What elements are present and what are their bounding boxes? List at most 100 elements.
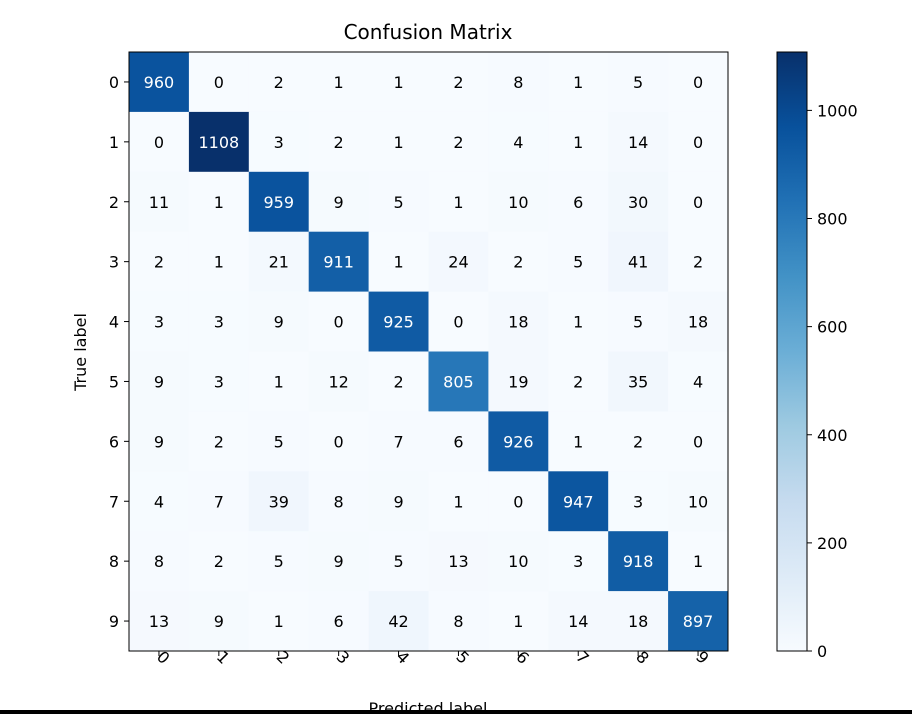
cell-value-label: 9 <box>334 552 344 571</box>
cell-value-label: 5 <box>633 73 643 92</box>
heatmap-cell <box>188 531 250 592</box>
cell-value-label: 19 <box>508 372 528 391</box>
cell-value-label: 13 <box>149 612 169 631</box>
cell-value-label: 35 <box>628 372 648 391</box>
cell-value-label: 805 <box>443 372 474 391</box>
heatmap-cell <box>248 591 310 652</box>
heatmap-cell <box>248 411 310 472</box>
cell-value-label: 21 <box>269 253 289 272</box>
heatmap-cell <box>368 171 429 233</box>
heatmap-cell <box>188 171 250 233</box>
heatmap-cell <box>428 531 489 592</box>
heatmap-cell <box>428 171 489 233</box>
cell-value-label: 3 <box>633 492 643 511</box>
y-axis-label: True label <box>71 313 90 392</box>
cell-value-label: 3 <box>214 372 224 391</box>
cell-value-label: 5 <box>393 193 403 212</box>
cell-value-label: 3 <box>214 313 224 332</box>
cell-value-label: 2 <box>513 253 523 272</box>
heatmap-cell <box>608 471 669 532</box>
cell-value-label: 6 <box>453 432 463 451</box>
heatmap-cell <box>488 351 549 412</box>
heatmap-cell <box>428 231 489 293</box>
bottom-divider <box>0 710 912 714</box>
cell-value-label: 0 <box>214 73 224 92</box>
cell-value-label: 14 <box>628 133 648 152</box>
heatmap-cell <box>488 591 549 652</box>
cell-value-label: 10 <box>688 492 708 511</box>
cell-value-label: 1108 <box>198 133 239 152</box>
cell-value-label: 3 <box>154 313 164 332</box>
heatmap-cell <box>608 531 669 592</box>
cell-value-label: 1 <box>393 73 403 92</box>
heatmap-cell <box>188 111 250 173</box>
cell-value-label: 0 <box>334 313 344 332</box>
cell-value-label: 7 <box>214 492 224 511</box>
heatmap-cell <box>308 171 370 233</box>
cell-value-label: 1 <box>453 193 463 212</box>
heatmap-cell <box>488 231 549 293</box>
heatmap-cell <box>248 111 310 173</box>
cell-value-label: 2 <box>693 253 703 272</box>
cell-value-label: 4 <box>513 133 523 152</box>
heatmap-cell <box>129 411 190 472</box>
heatmap-cell <box>368 231 429 293</box>
cell-value-label: 2 <box>274 73 284 92</box>
cell-value-label: 9 <box>214 612 224 631</box>
cell-value-label: 2 <box>334 133 344 152</box>
colorbar-tick-label: 0 <box>817 642 827 661</box>
heatmap-cell <box>368 411 429 472</box>
cell-value-label: 1 <box>453 492 463 511</box>
cell-value-label: 42 <box>388 612 408 631</box>
cell-value-label: 8 <box>334 492 344 511</box>
cell-value-label: 8 <box>154 552 164 571</box>
heatmap-cell <box>668 291 729 352</box>
heatmap-cell <box>248 351 310 412</box>
heatmap-cell <box>129 471 190 532</box>
heatmap-cell <box>488 471 549 532</box>
cell-value-label: 7 <box>393 432 403 451</box>
heatmap-cell <box>188 471 250 532</box>
heatmap-cells <box>129 52 729 652</box>
heatmap-cell <box>368 291 429 352</box>
cell-value-labels: 960 0 2 1 1 2 8 1 5 00 1108 3 2 1 2 4 1 14 011 1 959 9 5 1 10 6 30… <box>144 73 714 631</box>
cell-value-label: 24 <box>448 253 468 272</box>
cell-value-label: 4 <box>154 492 164 511</box>
colorbar: 0 200 400 600 800 1000 <box>776 51 858 661</box>
heatmap-cell <box>188 291 250 352</box>
heatmap-cell <box>548 531 609 592</box>
heatmap-cell <box>129 171 190 233</box>
heatmap-cell <box>308 411 370 472</box>
cell-value-label: 2 <box>453 73 463 92</box>
cell-value-label: 9 <box>274 313 284 332</box>
heatmap-cell <box>548 111 609 173</box>
colorbar-tick-label: 600 <box>817 318 848 337</box>
y-axis: 0 1 2 3 4 5 6 7 8 9 <box>109 73 129 631</box>
heatmap-cell <box>608 111 669 173</box>
heatmap-cell <box>548 52 609 113</box>
heatmap-cell <box>368 531 429 592</box>
heatmap-cell <box>129 351 190 412</box>
cell-value-label: 2 <box>154 253 164 272</box>
cell-value-label: 0 <box>693 133 703 152</box>
cell-value-label: 1 <box>693 552 703 571</box>
cell-value-label: 960 <box>144 73 175 92</box>
colorbar-tick-label: 200 <box>817 534 848 553</box>
cell-value-label: 911 <box>323 253 354 272</box>
cell-value-label: 2 <box>393 372 403 391</box>
cell-value-label: 8 <box>453 612 463 631</box>
colorbar-tick-label: 800 <box>817 210 848 229</box>
heatmap-cell <box>608 171 669 233</box>
cell-value-label: 0 <box>693 432 703 451</box>
heatmap-cell <box>488 411 549 472</box>
heatmap-cell <box>248 52 310 113</box>
heatmap-cell <box>668 171 729 233</box>
y-tick-label: 0 <box>109 73 119 92</box>
heatmap-cell <box>308 351 370 412</box>
heatmap-cell <box>428 591 489 652</box>
heatmap-cell <box>308 231 370 293</box>
cell-value-label: 0 <box>453 313 463 332</box>
heatmap-cell <box>188 351 250 412</box>
cell-value-label: 9 <box>334 193 344 212</box>
cell-value-label: 947 <box>563 492 594 511</box>
